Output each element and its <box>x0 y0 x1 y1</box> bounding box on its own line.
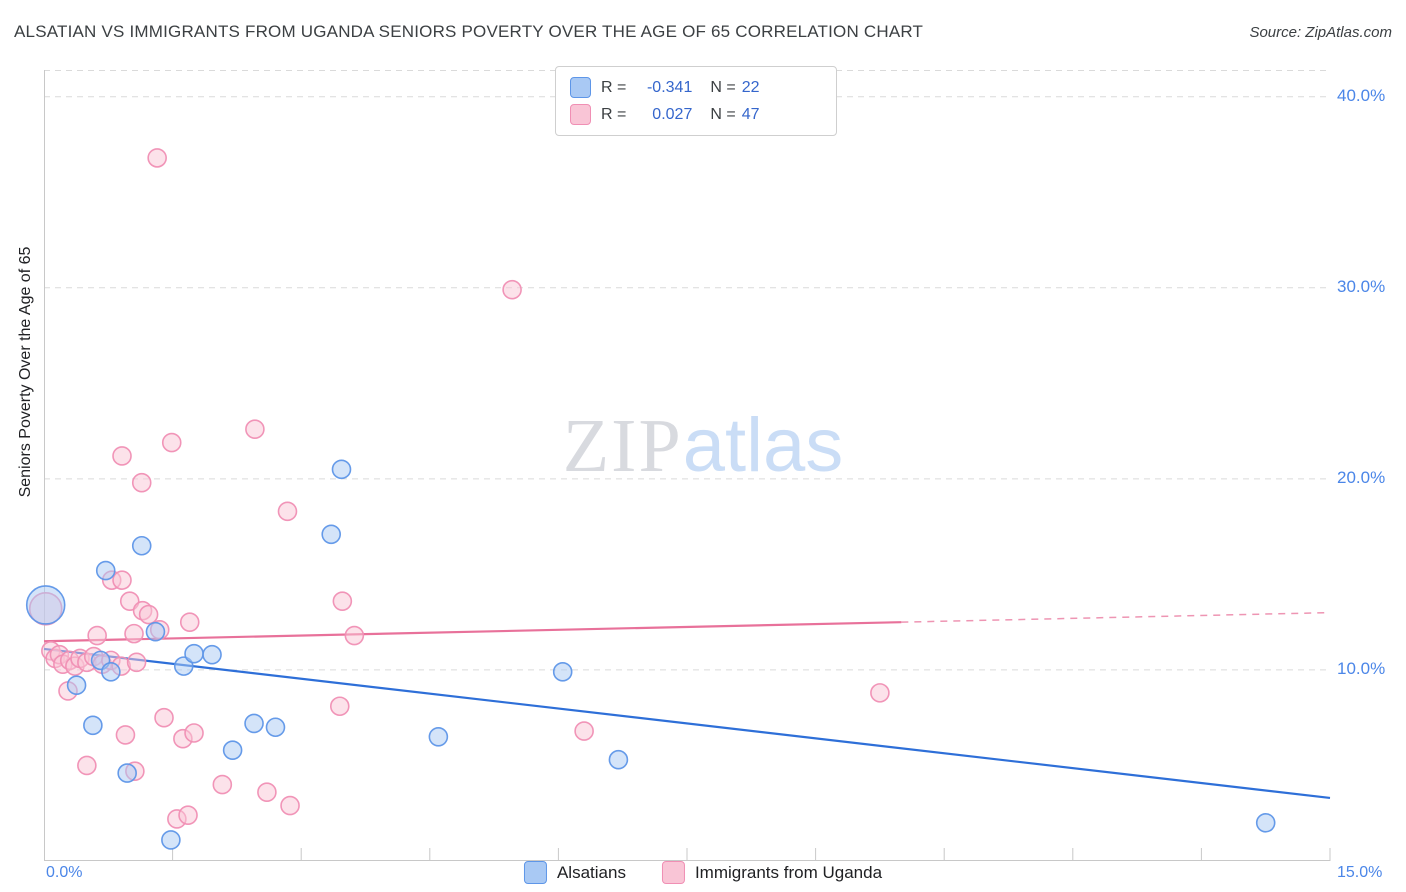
r-label: R = <box>601 105 627 123</box>
point-immigrants-from-uganda <box>178 805 198 825</box>
point-alsatians <box>83 715 103 736</box>
point-immigrants-from-uganda <box>212 774 233 795</box>
point-immigrants-from-uganda <box>332 591 353 611</box>
point-alsatians <box>184 643 204 664</box>
scatter-plot <box>25 70 1331 861</box>
legend-label-uganda: Immigrants from Uganda <box>694 862 883 882</box>
point-alsatians <box>331 459 352 480</box>
point-immigrants-from-uganda <box>87 625 107 646</box>
point-immigrants-from-uganda <box>184 723 204 743</box>
point-immigrants-from-uganda <box>112 570 132 590</box>
correlation-row-alsatians: R = -0.341 N = 22 <box>570 77 822 98</box>
point-immigrants-from-uganda <box>124 623 144 644</box>
alsatians-legend-swatch <box>523 861 547 884</box>
trend-line <box>43 621 902 643</box>
point-alsatians <box>244 713 264 734</box>
x-axis-label-min: 0.0% <box>46 864 83 881</box>
point-immigrants-from-uganda <box>147 148 167 168</box>
y-axis-tick-label: 30.0% <box>1337 276 1386 296</box>
uganda-swatch <box>570 104 591 125</box>
point-immigrants-from-uganda <box>280 795 300 816</box>
r-label: R = <box>601 78 627 96</box>
point-immigrants-from-uganda <box>344 625 365 646</box>
n-value-uganda: 47 <box>741 105 760 123</box>
chart-title: ALSATIAN VS IMMIGRANTS FROM UGANDA SENIO… <box>14 22 924 41</box>
source-label: Source: ZipAtlas.com <box>1249 24 1392 41</box>
watermark: ZIPatlas <box>563 408 844 485</box>
point-alsatians <box>101 662 121 682</box>
point-alsatians <box>428 727 449 747</box>
point-alsatians <box>95 560 116 581</box>
point-immigrants-from-uganda <box>257 782 277 803</box>
point-alsatians <box>117 763 137 783</box>
point-alsatians <box>66 675 87 696</box>
point-immigrants-from-uganda <box>126 652 147 673</box>
point-alsatians <box>222 740 243 760</box>
point-immigrants-from-uganda <box>131 472 152 493</box>
plot-area <box>25 70 1331 861</box>
uganda-legend-swatch <box>661 861 685 884</box>
point-alsatians <box>552 662 573 682</box>
point-immigrants-from-uganda <box>179 612 200 632</box>
watermark-atlas: atlas <box>682 403 844 488</box>
point-alsatians <box>173 656 194 676</box>
point-alsatians <box>265 717 286 738</box>
y-axis-tick-label: 10.0% <box>1337 658 1386 678</box>
y-axis-tick-label: 20.0% <box>1337 467 1386 487</box>
r-value-uganda: 0.027 <box>652 105 693 123</box>
r-value-alsatians: -0.341 <box>646 78 693 96</box>
legend-item-alsatians[interactable]: Alsatians <box>523 861 626 884</box>
point-immigrants-from-uganda <box>154 707 174 728</box>
point-immigrants-from-uganda <box>277 501 298 522</box>
point-alsatians <box>202 644 222 665</box>
point-immigrants-from-uganda <box>115 725 136 745</box>
point-alsatians <box>131 535 152 556</box>
x-axis-label-max: 15.0% <box>1337 864 1383 881</box>
legend-label-alsatians: Alsatians <box>556 862 626 882</box>
n-label: N = <box>710 105 736 123</box>
alsatians-swatch <box>570 77 591 98</box>
point-immigrants-from-uganda <box>329 696 350 717</box>
point-immigrants-from-uganda <box>870 683 890 703</box>
point-alsatians <box>1255 812 1276 833</box>
watermark-zip: ZIP <box>562 404 683 488</box>
point-alsatians <box>25 585 66 625</box>
legend-item-uganda[interactable]: Immigrants from Uganda <box>661 861 883 884</box>
point-alsatians <box>321 524 342 545</box>
point-alsatians <box>161 830 181 850</box>
y-axis-title: Seniors Poverty Over the Age of 65 <box>17 246 34 498</box>
point-immigrants-from-uganda <box>138 604 159 625</box>
point-immigrants-from-uganda <box>245 419 265 439</box>
correlation-legend: R = -0.341 N = 22 R = 0.027 N = 47 <box>555 66 837 136</box>
point-immigrants-from-uganda <box>112 446 132 466</box>
n-value-alsatians: 22 <box>741 78 760 96</box>
point-alsatians <box>145 621 166 642</box>
series-legend: Alsatians Immigrants from Uganda <box>523 861 883 884</box>
point-immigrants-from-uganda <box>502 279 522 300</box>
point-alsatians <box>608 749 629 770</box>
point-immigrants-from-uganda <box>161 432 182 453</box>
n-label: N = <box>710 78 736 96</box>
trend-line <box>43 647 1331 800</box>
point-immigrants-from-uganda <box>77 755 97 776</box>
trend-line-extrapolated <box>901 611 1331 623</box>
y-axis-tick-label: 40.0% <box>1337 85 1386 105</box>
correlation-row-uganda: R = 0.027 N = 47 <box>570 104 822 125</box>
point-immigrants-from-uganda <box>574 721 594 741</box>
